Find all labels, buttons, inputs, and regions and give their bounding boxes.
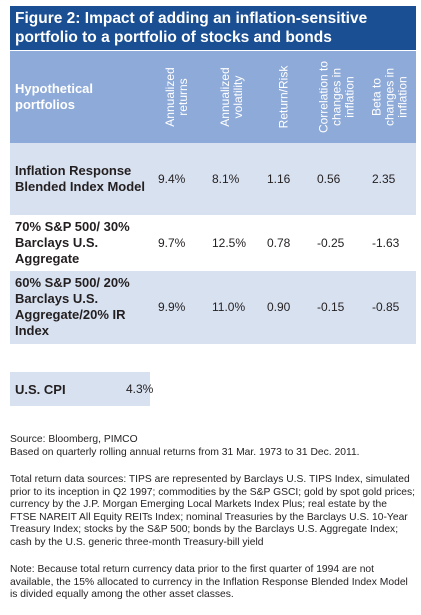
cell-value: -0.85 — [364, 270, 416, 344]
header-return-risk: Return/Risk — [259, 50, 309, 143]
header-beta-inflation: Beta to changes in inflation — [364, 50, 416, 143]
cpi-label: U.S. CPI — [10, 372, 118, 406]
basis-line: Based on quarterly rolling annual return… — [10, 446, 360, 458]
header-hypothetical-portfolios: Hypothetical portfolios — [10, 50, 150, 143]
cell-value: 2.35 — [364, 142, 416, 216]
cell-value: -0.25 — [309, 215, 364, 271]
cpi-value: 4.3% — [118, 372, 153, 406]
data-sources-note: Total return data sources: TIPS are repr… — [10, 474, 416, 548]
source-notes: Source: Bloomberg, PIMCO Based on quarte… — [10, 434, 416, 459]
table-header-row: Hypothetical portfolios Annualized retur… — [10, 50, 416, 143]
header-annualized-volatility: Annualized volatility — [204, 50, 259, 143]
cell-value: 0.78 — [259, 215, 309, 271]
table-row: Inflation Response Blended Index Model 9… — [10, 142, 416, 216]
row-name: 70% S&P 500/ 30% Barclays U.S. Aggregate — [10, 215, 150, 271]
cell-value: 11.0% — [204, 270, 259, 344]
cell-value: 1.16 — [259, 142, 309, 216]
table-row: 70% S&P 500/ 30% Barclays U.S. Aggregate… — [10, 215, 416, 271]
cpi-table: U.S. CPI 4.3% — [10, 372, 153, 406]
cell-value: 0.90 — [259, 270, 309, 344]
cell-value: 12.5% — [204, 215, 259, 271]
figure-title: Figure 2: Impact of adding an inflation-… — [10, 6, 416, 50]
row-name: 60% S&P 500/ 20% Barclays U.S. Aggregate… — [10, 270, 150, 344]
header-correlation-inflation: Correlation to changes in inflation — [309, 50, 364, 143]
cell-value: 9.4% — [150, 142, 204, 216]
portfolio-comparison-table: Hypothetical portfolios Annualized retur… — [10, 50, 416, 344]
cell-value: 9.7% — [150, 215, 204, 271]
cell-value: -1.63 — [364, 215, 416, 271]
cell-value: 8.1% — [204, 142, 259, 216]
row-name: Inflation Response Blended Index Model — [10, 142, 150, 216]
table-row: 60% S&P 500/ 20% Barclays U.S. Aggregate… — [10, 270, 416, 344]
cell-value: 9.9% — [150, 270, 204, 344]
source-line: Source: Bloomberg, PIMCO — [10, 434, 138, 445]
cell-value: 0.56 — [309, 142, 364, 216]
currency-note: Note: Because total return currency data… — [10, 564, 408, 601]
cell-value: -0.15 — [309, 270, 364, 344]
header-annualized-returns: Annualized returns — [150, 50, 204, 143]
table-row: U.S. CPI 4.3% — [10, 372, 153, 406]
